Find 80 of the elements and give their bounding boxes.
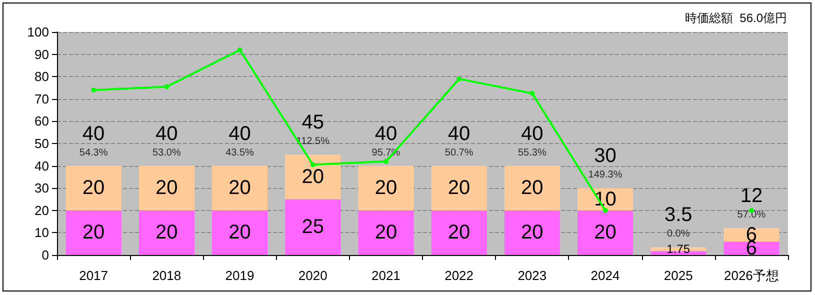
- annotation: 55.3%: [518, 147, 546, 158]
- point: [310, 162, 316, 168]
- x-tick-label: 2022: [444, 268, 474, 283]
- x-tick-label: 2021: [371, 268, 400, 283]
- y-tick-label: 80: [34, 69, 49, 84]
- total-label: 3.5: [664, 204, 692, 226]
- total-label: 45: [302, 112, 324, 134]
- data-label: 20: [156, 177, 178, 200]
- x-tick-label: 2017: [79, 268, 108, 283]
- bar: [66, 210, 122, 255]
- y-tick-label: 70: [34, 91, 49, 106]
- bar: [504, 166, 560, 210]
- bar: [431, 166, 487, 210]
- y-tick-label: 90: [34, 46, 49, 62]
- point: [383, 158, 388, 164]
- x-tick-label: 2025: [664, 268, 693, 283]
- data-label: 20: [521, 222, 544, 244]
- bar: [358, 210, 414, 255]
- bar: [504, 210, 560, 255]
- total-label: 40: [156, 122, 178, 145]
- bar: [212, 210, 268, 255]
- bar: [138, 166, 194, 210]
- bar: [285, 199, 341, 255]
- data-label: 1.75: [666, 242, 690, 256]
- annotation: 50.7%: [444, 147, 474, 158]
- point: [456, 76, 462, 82]
- text: 時価総額 56.0億円: [684, 11, 788, 25]
- total-label: 12: [740, 185, 763, 208]
- y-tick-label: 100: [27, 24, 49, 40]
- x-tick-label: 2020: [298, 268, 328, 283]
- data-label: 20: [156, 222, 178, 244]
- point: [91, 87, 96, 92]
- data-label: 20: [82, 222, 105, 244]
- y-tick-label: 20: [34, 202, 49, 218]
- x-tick-label: 2023: [518, 268, 547, 283]
- data-label: 20: [448, 177, 470, 200]
- data-label: 20: [302, 166, 324, 188]
- y-tick-label: 40: [34, 158, 49, 174]
- data-label: 20: [374, 177, 398, 200]
- total-label: 40: [82, 122, 105, 145]
- point: [164, 84, 170, 90]
- bar: [577, 210, 634, 255]
- data-label: 20: [374, 222, 398, 244]
- x-tick-label: 2026予想: [724, 268, 779, 283]
- annotation: 43.5%: [226, 147, 254, 158]
- point: [530, 90, 535, 96]
- y-tick-label: 60: [34, 114, 49, 129]
- bar: [724, 228, 780, 242]
- y-tick-label: 10: [34, 225, 49, 240]
- y-tick-label: 50: [34, 136, 49, 151]
- data-label: 20: [228, 177, 251, 200]
- data-label: 20: [82, 177, 105, 200]
- point: [237, 47, 242, 52]
- bar: [285, 154, 341, 200]
- bar: [724, 242, 780, 255]
- bar: [212, 166, 268, 210]
- data-label: 20: [228, 222, 251, 244]
- total-label: 30: [594, 145, 616, 168]
- data-label: 20: [448, 222, 470, 244]
- x-tick-label: 2018: [152, 268, 182, 283]
- bar: [66, 166, 122, 210]
- total-label: 40: [448, 122, 470, 145]
- total-label: 40: [228, 122, 251, 145]
- bar: [138, 210, 194, 255]
- y-tick-label: 30: [34, 180, 49, 196]
- annotation: 53.0%: [152, 147, 181, 158]
- data-label: 20: [521, 177, 544, 200]
- annotation: 57.0%: [737, 210, 766, 221]
- annotation: 149.3%: [588, 170, 622, 181]
- bar: [358, 166, 414, 210]
- annotation: 54.3%: [79, 147, 108, 158]
- bar: [431, 210, 487, 255]
- data-label: 20: [594, 222, 616, 244]
- total-label: 40: [374, 122, 398, 145]
- total-label: 40: [521, 122, 544, 145]
- x-tick-label: 2024: [590, 268, 620, 283]
- data-label: 25: [302, 216, 324, 238]
- annotation: 0.0%: [666, 228, 690, 240]
- y-tick-label: 0: [42, 248, 49, 262]
- x-tick-label: 2019: [225, 268, 254, 283]
